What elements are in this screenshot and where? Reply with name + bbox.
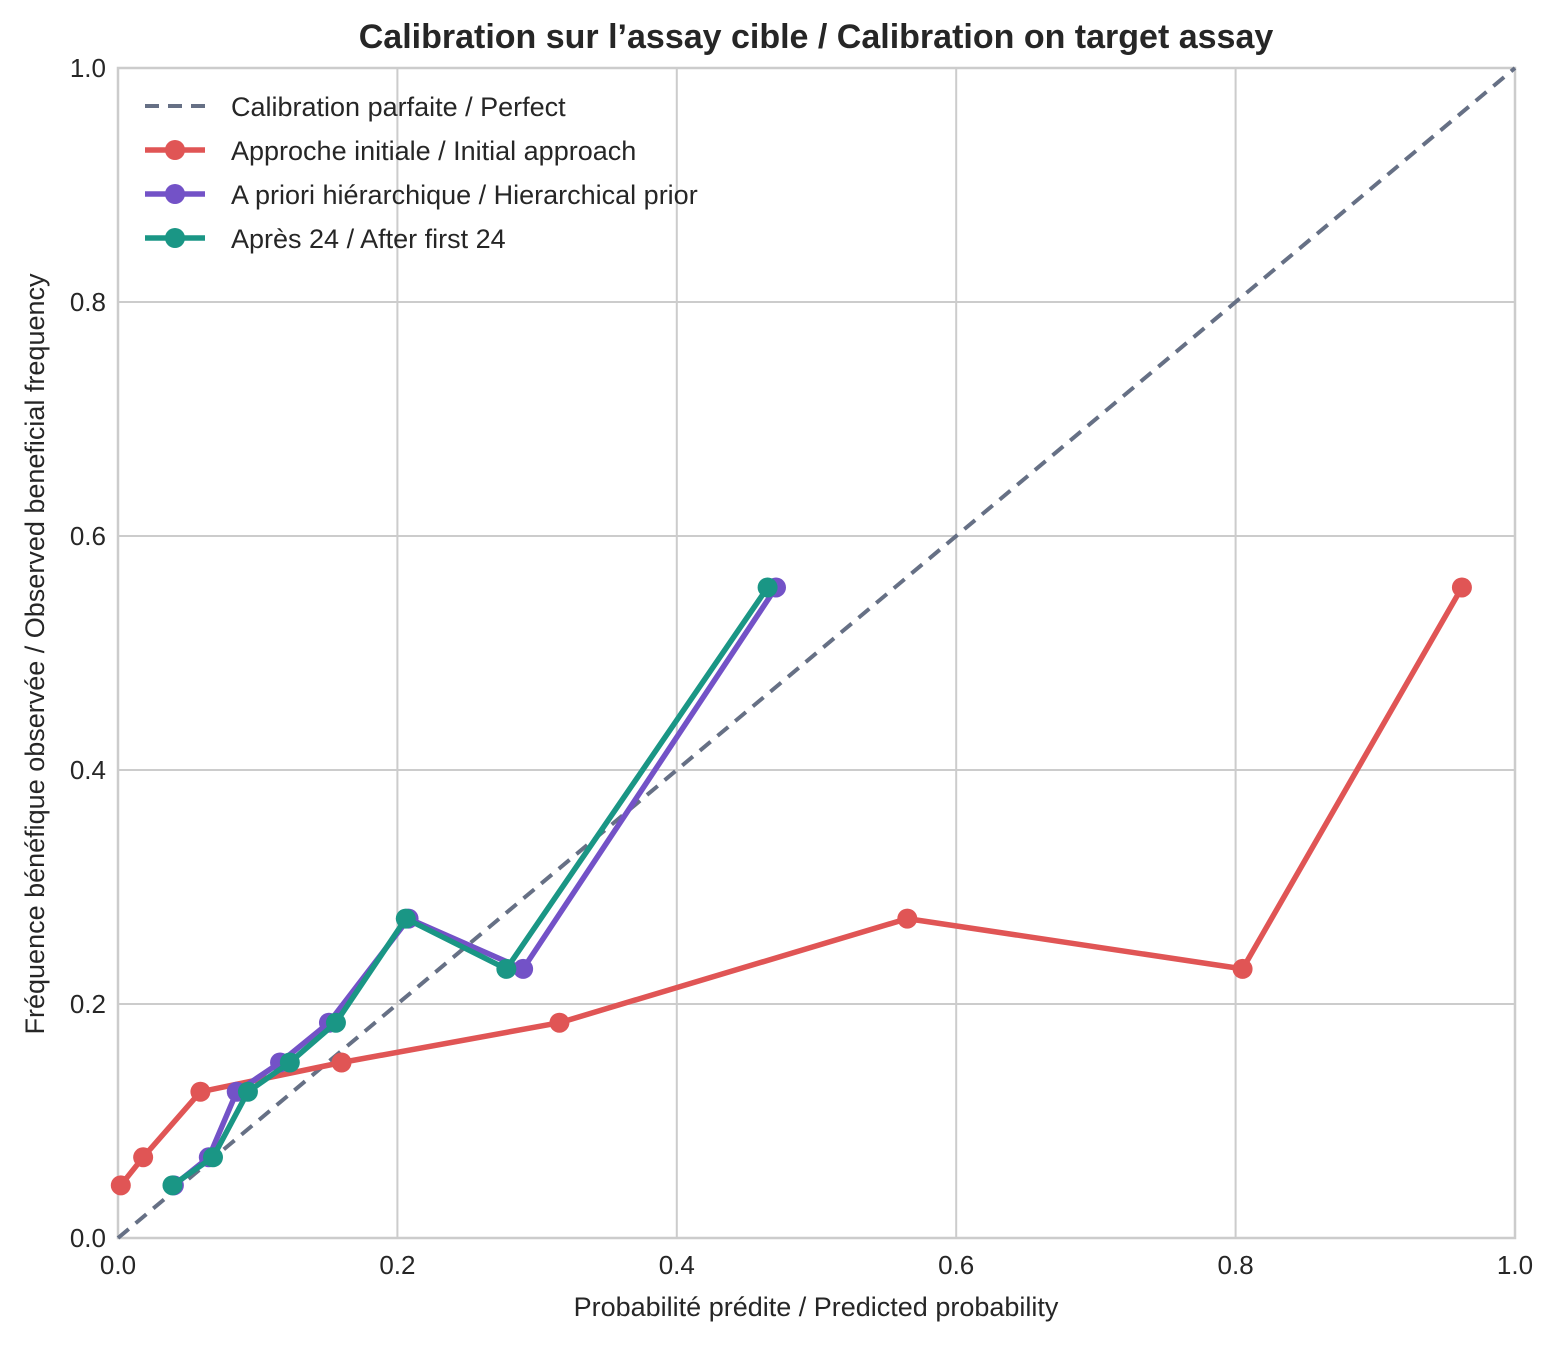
data-point [549,1012,570,1033]
perfect-calibration-line-group [116,66,1517,1240]
chart-title: Calibration sur l’assay cible / Calibrat… [359,18,1274,56]
legend-label: Calibration parfaite / Perfect [231,92,566,122]
series-line [169,584,771,1189]
series-line [171,584,779,1189]
data-point [1451,577,1472,598]
y-tick-label: 0.6 [70,521,106,551]
series-2 [163,577,786,1196]
data-point [757,577,778,598]
data-point [162,1175,183,1196]
x-tick-label: 0.8 [1218,1250,1254,1280]
tick-labels: 0.0 0.2 0.4 0.6 0.8 1.0 0.0 0.2 0.4 0.6 0.8 1.0 [70,53,1533,1280]
data-point [897,908,918,929]
data-point [237,1081,258,1102]
x-tick-label: 1.0 [1497,1250,1533,1280]
legend-marker [165,228,185,248]
perfect-calibration-line [116,66,1517,1240]
y-tick-label: 0.0 [70,1223,106,1253]
series-line [118,584,1465,1189]
data-point [395,908,416,929]
data-point [133,1147,154,1168]
legend-marker [165,184,185,204]
y-tick-label: 1.0 [70,53,106,83]
y-tick-label: 0.2 [70,989,106,1019]
data-point [331,1052,352,1073]
data-point [496,958,517,979]
data-point [279,1052,300,1073]
x-tick-label: 0.2 [379,1250,415,1280]
data-point [202,1147,223,1168]
legend-item: Calibration parfaite / Perfect [145,92,566,122]
legend-item: Après 24 / After first 24 [145,224,506,254]
plot-frame [116,66,1517,1240]
x-tick-label: 0.4 [659,1250,695,1280]
series-3 [162,577,778,1196]
legend-label: Approche initiale / Initial approach [231,136,636,166]
data-point [190,1081,211,1102]
data-point [1232,958,1253,979]
legend-marker [165,140,185,160]
data-point [513,958,534,979]
legend-item: A priori hiérarchique / Hierarchical pri… [145,180,698,210]
x-tick-label: 0.0 [100,1250,136,1280]
y-tick-label: 0.4 [70,755,106,785]
x-axis-label: Probabilité prédite / Predicted probabil… [574,1292,1059,1322]
data-point [110,1175,131,1196]
series-group [110,577,1472,1196]
legend-item: Approche initiale / Initial approach [145,136,636,166]
data-point [325,1012,346,1033]
legend: Calibration parfaite / Perfect Approche i… [145,92,698,254]
legend-label: A priori hiérarchique / Hierarchical pri… [231,180,698,210]
x-tick-label: 0.6 [938,1250,974,1280]
y-tick-label: 0.8 [70,287,106,317]
series-1 [110,577,1472,1196]
y-axis-label: Fréquence bénéfique observée / Observed … [20,273,50,1034]
legend-label: Après 24 / After first 24 [231,224,506,254]
